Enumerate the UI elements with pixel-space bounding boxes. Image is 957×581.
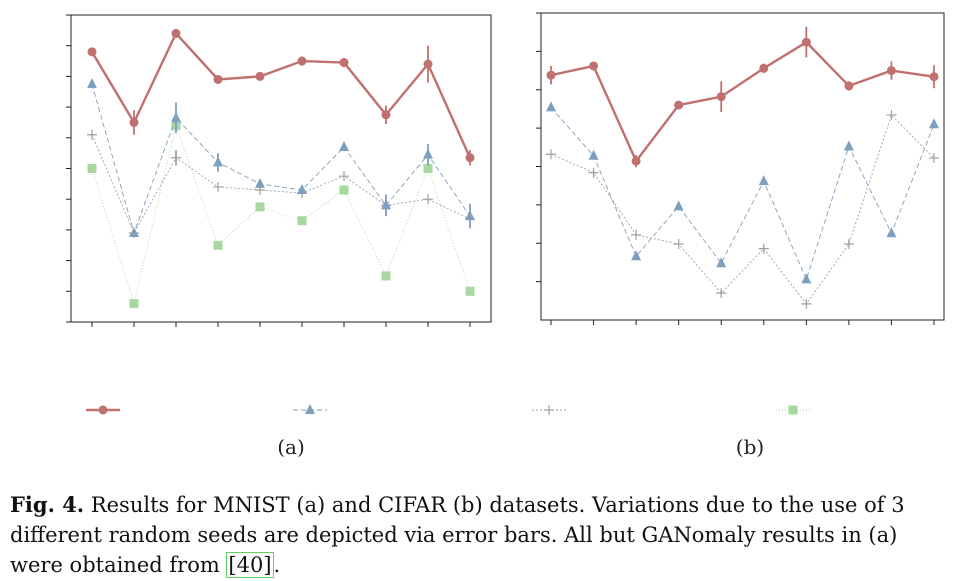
data-point xyxy=(339,141,349,152)
data-point xyxy=(171,152,181,163)
figure: (a) (b) xyxy=(66,12,945,459)
data-point xyxy=(716,92,726,102)
data-point xyxy=(423,164,433,173)
caption-text: Results for MNIST (a) and CIFAR (b) data… xyxy=(10,493,905,577)
data-point xyxy=(886,66,896,76)
data-point xyxy=(339,171,349,182)
figure-caption: Fig. 4. Results for MNIST (a) and CIFAR … xyxy=(10,490,950,580)
data-point xyxy=(886,227,897,238)
data-point xyxy=(801,298,812,309)
series-line xyxy=(91,123,471,306)
data-point xyxy=(423,59,433,69)
data-point xyxy=(297,216,307,226)
data-point xyxy=(87,164,97,173)
data-point xyxy=(213,181,223,192)
panel-a-chart xyxy=(66,14,492,327)
data-point xyxy=(631,156,641,166)
data-point xyxy=(631,250,642,261)
series-line xyxy=(550,114,935,305)
data-point xyxy=(381,110,391,120)
data-point xyxy=(758,175,769,186)
panel-b-chart xyxy=(536,12,945,325)
data-point xyxy=(886,110,897,121)
data-point xyxy=(423,194,433,205)
legend-marker xyxy=(98,405,108,415)
data-point xyxy=(843,140,854,151)
legend-marker xyxy=(788,405,798,415)
data-point xyxy=(465,210,475,221)
data-point xyxy=(297,56,307,66)
data-point xyxy=(339,185,349,195)
data-point xyxy=(631,229,642,240)
data-point xyxy=(716,257,727,268)
data-point xyxy=(844,81,854,91)
data-point xyxy=(255,177,265,188)
data-point xyxy=(843,239,854,250)
data-point xyxy=(929,72,939,82)
data-point xyxy=(423,148,433,159)
data-point xyxy=(801,37,811,47)
data-point xyxy=(929,118,939,129)
data-point xyxy=(758,243,769,254)
caption-end: . xyxy=(273,553,281,577)
data-point xyxy=(297,183,307,194)
series-line xyxy=(550,40,935,164)
panel-a-label: (a) xyxy=(277,435,305,459)
data-point xyxy=(759,63,769,73)
legend-marker xyxy=(544,405,554,415)
data-point xyxy=(716,288,727,299)
data-point xyxy=(546,101,556,112)
data-point xyxy=(588,149,599,160)
data-point xyxy=(129,299,139,309)
data-point xyxy=(213,156,223,167)
data-point xyxy=(546,70,556,80)
data-point xyxy=(87,47,97,57)
data-point xyxy=(171,111,181,122)
data-point xyxy=(673,239,684,250)
data-point xyxy=(381,199,391,210)
data-point xyxy=(129,226,139,237)
caption-label: Fig. 4. xyxy=(10,492,85,517)
data-point xyxy=(674,100,684,110)
series-line xyxy=(91,134,471,234)
data-point xyxy=(546,149,556,160)
data-point xyxy=(929,153,939,164)
data-point xyxy=(465,153,475,163)
panel-b-label: (b) xyxy=(736,435,764,459)
data-point xyxy=(87,129,97,140)
data-point xyxy=(213,240,223,250)
data-point xyxy=(588,167,599,178)
data-point xyxy=(87,78,97,89)
data-point xyxy=(171,28,181,38)
data-point xyxy=(129,117,139,127)
caption-citation-link[interactable]: [40] xyxy=(226,552,274,578)
data-point xyxy=(673,200,684,211)
data-point xyxy=(381,271,391,281)
plot-frame xyxy=(540,12,945,321)
data-point xyxy=(465,286,475,296)
data-point xyxy=(589,61,599,71)
data-point xyxy=(339,58,349,68)
series-line xyxy=(550,107,935,281)
data-point xyxy=(801,273,812,284)
data-point xyxy=(213,74,223,84)
data-point xyxy=(255,202,265,212)
legend xyxy=(86,404,810,415)
series-line xyxy=(90,31,472,159)
series-line xyxy=(91,83,471,235)
data-point xyxy=(255,71,265,81)
legend-marker xyxy=(305,404,315,414)
